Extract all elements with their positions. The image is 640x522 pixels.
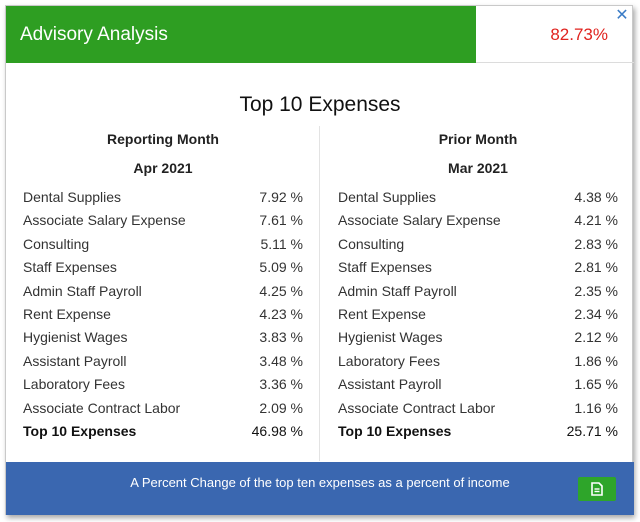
total-label: Top 10 Expenses [338, 422, 452, 439]
advisory-analysis-card: Advisory Analysis 82.73% ✕ Top 10 Expens… [5, 5, 634, 515]
expense-percent: 4.23 % [259, 305, 303, 322]
expense-name: Hygienist Wages [23, 329, 128, 346]
expense-name: Associate Salary Expense [338, 212, 501, 229]
expense-percent: 4.25 % [259, 282, 303, 299]
column-divider [319, 126, 320, 461]
expense-row: Associate Contract Labor 1.16 % [338, 397, 618, 420]
total-row: Top 10 Expenses 46.98 % [23, 420, 303, 443]
expense-name: Laboratory Fees [338, 352, 440, 369]
expense-row: Admin Staff Payroll 4.25 % [23, 280, 303, 303]
expense-percent: 1.65 % [574, 376, 618, 393]
expense-percent: 2.83 % [574, 235, 618, 252]
expense-name: Staff Expenses [23, 259, 117, 276]
expense-row: Hygienist Wages 2.12 % [338, 326, 618, 349]
expense-percent: 4.21 % [574, 212, 618, 229]
reporting-month-heading: Reporting Month [107, 131, 219, 147]
card-title: Advisory Analysis [6, 6, 476, 63]
expense-percent: 5.09 % [259, 259, 303, 276]
expense-percent: 2.35 % [574, 282, 618, 299]
expense-percent: 7.61 % [259, 212, 303, 229]
prior-month-period: Mar 2021 [448, 160, 508, 176]
expense-row: Associate Contract Labor 2.09 % [23, 397, 303, 420]
expense-row: Laboratory Fees 1.86 % [338, 350, 618, 373]
expense-row: Admin Staff Payroll 2.35 % [338, 280, 618, 303]
section-title: Top 10 Expenses [239, 93, 401, 116]
total-label: Top 10 Expenses [23, 422, 137, 439]
total-value: 25.71 % [566, 422, 618, 439]
header-percentage: 82.73% [550, 25, 608, 44]
close-icon[interactable]: ✕ [615, 5, 629, 24]
expense-percent: 2.81 % [574, 259, 618, 276]
expense-name: Admin Staff Payroll [338, 282, 457, 299]
expense-name: Associate Contract Labor [23, 399, 181, 416]
expense-percent: 3.48 % [259, 352, 303, 369]
total-value: 46.98 % [251, 422, 303, 439]
card-header: Advisory Analysis 82.73% ✕ [6, 6, 634, 63]
expense-row: Staff Expenses 2.81 % [338, 256, 618, 279]
expense-percent: 1.16 % [574, 399, 618, 416]
expense-percent: 2.12 % [574, 329, 618, 346]
expense-row: Assistant Payroll 3.48 % [23, 350, 303, 373]
expense-row: Staff Expenses 5.09 % [23, 256, 303, 279]
expense-name: Associate Contract Labor [338, 399, 496, 416]
expense-row: Consulting 5.11 % [23, 233, 303, 256]
footer-description: A Percent Change of the top ten expenses… [130, 475, 510, 490]
export-button[interactable] [578, 477, 616, 501]
expense-name: Consulting [23, 235, 90, 252]
expense-name: Associate Salary Expense [23, 212, 186, 229]
expense-name: Staff Expenses [338, 259, 432, 276]
expense-name: Laboratory Fees [23, 376, 125, 393]
expense-row: Laboratory Fees 3.36 % [23, 373, 303, 396]
total-row: Top 10 Expenses 25.71 % [338, 420, 618, 443]
expense-name: Dental Supplies [23, 189, 122, 205]
expense-row: Dental Supplies 7.92 % [23, 186, 303, 209]
expense-row: Consulting 2.83 % [338, 233, 618, 256]
expense-row: Rent Expense 4.23 % [23, 303, 303, 326]
reporting-month-period: Apr 2021 [133, 160, 193, 176]
reporting-month-column: Reporting Month Apr 2021 Dental Supplies… [23, 129, 303, 443]
expense-name: Dental Supplies [338, 189, 437, 205]
prior-month-heading: Prior Month [438, 131, 518, 147]
expense-percent: 5.11 % [260, 235, 303, 252]
expense-name: Hygienist Wages [338, 329, 443, 346]
expense-name: Consulting [338, 235, 405, 252]
expense-row: Rent Expense 2.34 % [338, 303, 618, 326]
expense-row: Assistant Payroll 1.65 % [338, 373, 618, 396]
expense-row: Dental Supplies 4.38 % [338, 186, 618, 209]
expense-percent: 2.34 % [574, 305, 618, 322]
expense-percent: 7.92 % [259, 189, 303, 205]
card-footer: A Percent Change of the top ten expenses… [6, 462, 634, 515]
expense-percent: 4.38 % [574, 189, 618, 205]
prior-month-column: Prior Month Mar 2021 Dental Supplies 4.38… [338, 129, 618, 443]
expense-name: Assistant Payroll [338, 376, 442, 393]
expense-row: Associate Salary Expense 7.61 % [23, 209, 303, 232]
expense-name: Assistant Payroll [23, 352, 127, 369]
expense-percent: 3.36 % [259, 376, 303, 393]
expense-name: Rent Expense [23, 305, 111, 322]
expense-percent: 1.86 % [574, 352, 618, 369]
expense-row: Associate Salary Expense 4.21 % [338, 209, 618, 232]
expense-name: Admin Staff Payroll [23, 282, 142, 299]
document-icon [591, 482, 603, 496]
expense-row: Hygienist Wages 3.83 % [23, 326, 303, 349]
expense-name: Rent Expense [338, 305, 426, 322]
expense-percent: 3.83 % [259, 329, 303, 346]
expense-percent: 2.09 % [259, 399, 303, 416]
